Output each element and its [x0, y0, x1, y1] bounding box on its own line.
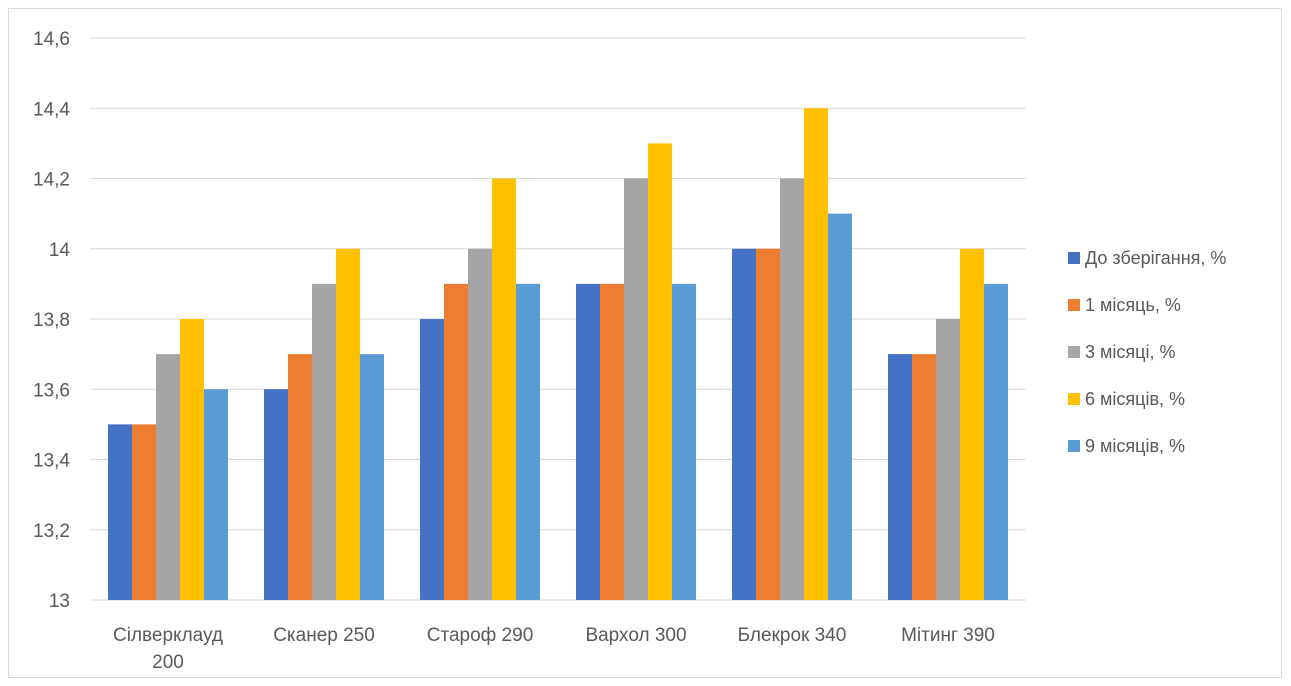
legend-swatch	[1068, 252, 1080, 264]
y-tick-label: 13	[49, 591, 70, 612]
bar	[888, 354, 912, 600]
bar	[336, 248, 360, 600]
bar	[132, 424, 156, 600]
bar	[804, 108, 828, 600]
legend-label: 9 місяців, %	[1085, 436, 1185, 456]
bar	[576, 283, 600, 600]
legend-swatch	[1068, 393, 1080, 405]
bar	[420, 319, 444, 600]
x-tick-label: Сілверклауд	[113, 625, 223, 646]
bar	[600, 283, 624, 600]
legend-label: 6 місяців, %	[1085, 389, 1185, 409]
legend-swatch	[1068, 299, 1080, 311]
bar	[780, 178, 804, 600]
legend-swatch	[1068, 346, 1080, 358]
bar	[984, 283, 1008, 600]
x-tick-label: Староф 290	[427, 625, 534, 646]
x-axis: Сілверклауд 200 Сканер 250 Староф 290 Вархол…	[113, 625, 995, 673]
bar	[732, 248, 756, 600]
bar	[444, 283, 468, 600]
x-tick-label: 200	[152, 652, 184, 673]
bar	[180, 319, 204, 600]
bar	[204, 389, 228, 600]
y-tick-label: 13,6	[33, 380, 70, 401]
y-tick-label: 14,6	[33, 29, 70, 50]
x-tick-label: Блекрок 340	[738, 625, 847, 646]
y-axis: 13 13,2 13,4 13,6 13,8 14 14,2 14,4 14,6	[33, 29, 70, 612]
y-tick-label: 14,4	[33, 99, 70, 120]
y-tick-label: 14	[49, 240, 71, 261]
bar	[156, 354, 180, 600]
bar	[936, 319, 960, 600]
legend-label: До зберігання, %	[1085, 248, 1226, 268]
gridlines	[90, 37, 1026, 601]
bar	[492, 178, 516, 600]
bar	[468, 248, 492, 600]
bar	[912, 354, 936, 600]
x-tick-label: Сканер 250	[273, 625, 375, 646]
x-tick-label: Вархол 300	[585, 625, 686, 646]
bar	[264, 389, 288, 600]
y-tick-label: 13,2	[33, 521, 70, 542]
legend-label: 1 місяць, %	[1085, 295, 1181, 315]
y-tick-label: 14,2	[33, 170, 70, 191]
bar	[312, 283, 336, 600]
legend-swatch	[1068, 440, 1080, 452]
bar	[360, 354, 384, 600]
bar	[516, 283, 540, 600]
legend: До зберігання, % 1 місяць, % 3 місяці, % 6 …	[1068, 248, 1226, 456]
y-tick-label: 13,4	[33, 451, 70, 472]
bar	[756, 248, 780, 600]
bar	[108, 424, 132, 600]
bar	[288, 354, 312, 600]
bar	[648, 143, 672, 600]
legend-label: 3 місяці, %	[1085, 342, 1175, 362]
x-tick-label: Мітинг 390	[901, 625, 995, 646]
y-tick-label: 13,8	[33, 310, 70, 331]
bar	[672, 283, 696, 600]
bars	[108, 108, 1008, 600]
bar	[960, 248, 984, 600]
bar	[828, 213, 852, 600]
bar	[624, 178, 648, 600]
